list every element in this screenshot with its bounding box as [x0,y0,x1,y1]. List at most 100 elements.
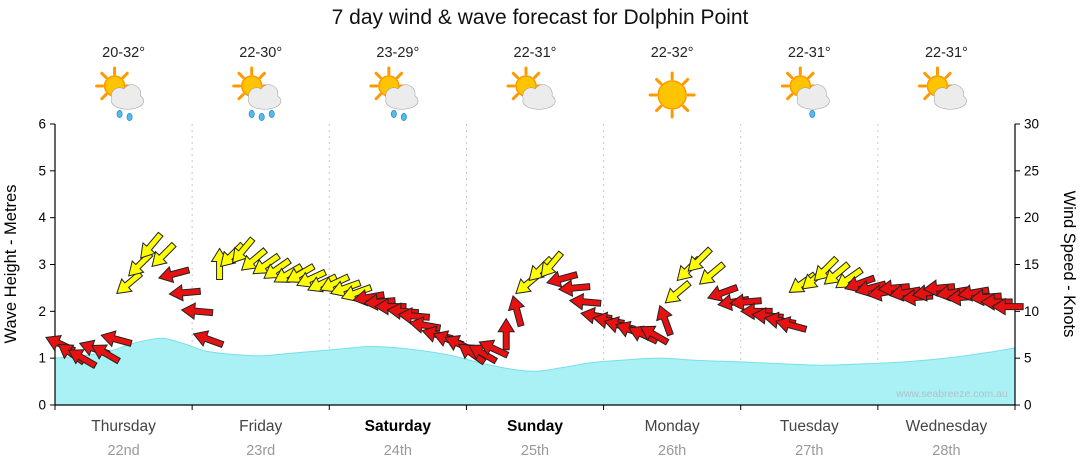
wind-arrow-shape [468,344,499,365]
wind-arrow-shape [557,279,591,297]
wind-arrow [706,284,739,302]
wind-arrow-shape [568,292,602,311]
wind-arrow [991,297,1024,316]
day-name: Monday [645,418,700,435]
day-temp: 20-32° [102,45,145,61]
wind-arrow-shape [100,330,133,348]
wind-arrow [854,279,887,298]
wind-arrow [957,284,990,302]
wind-arrow [157,265,191,284]
sun-ray [786,92,794,101]
wind-arrow-shape [844,274,876,293]
day-date: 26th [658,443,686,459]
wind-arrow-shape [729,293,762,312]
wind-arrow [273,263,304,283]
wind-arrow [844,274,876,293]
wind-arrow-shape [296,268,327,288]
sun-ray [100,71,108,80]
right-tick-label: 5 [1024,351,1032,366]
wind-arrow-shape [546,270,579,288]
raindrop [248,110,255,118]
wind-arrow-shape [252,252,281,275]
wind-arrow [540,250,565,278]
weather-icon-sun-cloud-rain-heavy [232,66,282,121]
raindrop [126,113,133,121]
wind-arrow [922,279,956,297]
wind-arrow-shape [231,236,256,264]
wave-height-area [54,337,1016,406]
sun-disc [657,80,687,110]
day-temp: 22-31° [788,45,831,61]
wind-arrow-shape [854,279,887,298]
wind-arrow-shape [751,306,784,325]
wind-arrow-shape [273,263,304,283]
wind-arrow [698,261,727,285]
wind-arrow [888,284,922,302]
raindrop [390,110,397,118]
cloud-shape [111,93,144,109]
watermark: www.seabreeze.com.au [895,388,1008,400]
raindrop [268,110,275,118]
day-date: 23rd [246,443,275,459]
day-date: 22nd [107,443,139,459]
wind-arrow [67,349,98,369]
sun-ray [655,104,663,113]
wind-arrow [285,263,316,283]
page-title: 7 day wind & wave forecast for Dolphin P… [331,6,749,29]
wind-arrow-shape [458,343,487,366]
day-name: Sunday [507,418,563,435]
day-date: 28th [932,443,960,459]
wind-arrow [546,270,579,288]
wind-arrow-shape [397,306,431,325]
wind-arrow-shape [180,302,214,320]
right-tick-label: 30 [1024,117,1039,132]
weather-icon-sun-cloud [917,66,967,110]
wind-arrow-shape [877,279,911,297]
sun-ray [923,92,931,101]
wind-arrow [263,257,292,279]
wind-arrow-shape [497,317,516,351]
wind-arrow [168,283,202,302]
wind-arrow-shape [698,261,727,285]
day-date: 24th [384,443,412,459]
wind-arrow [91,344,121,365]
left-tick-label: 5 [38,163,46,178]
wind-arrow-shape [478,339,510,359]
weather-icon-sun-cloud [506,66,556,110]
wind-arrow-shape [329,279,362,298]
wind-arrow [340,284,373,302]
wind-arrow-shape [168,283,202,302]
sun-ray [807,71,815,80]
right-tick-label: 20 [1024,210,1039,225]
wind-arrow-shape [151,241,177,268]
day-temp: 22-31° [514,45,557,61]
wind-arrow [151,241,177,268]
raindrop [116,110,123,118]
wind-arrow-shape [991,297,1024,316]
sun-ray [944,71,952,80]
sun-ray [681,104,690,113]
wind-arrow [813,255,840,282]
wind-arrow-shape [340,284,373,302]
sun-ray [511,92,520,101]
left-tick-label: 1 [38,351,46,366]
sun-ray [395,71,404,80]
raindrop [258,113,265,121]
wind-arrow [319,273,351,293]
weather-icon-sun [648,71,696,119]
wind-arrow-shape [507,294,526,328]
wind-arrow [751,306,784,325]
cloud-shape [934,93,967,109]
sun-ray [374,92,382,101]
day-name: Saturday [365,418,432,435]
weather-icon-sun-cloud-drop [780,66,830,118]
left-tick-label: 0 [38,398,46,413]
wind-arrow-shape [823,261,851,285]
wind-arrow [252,252,281,275]
wind-arrow [397,306,431,325]
wind-arrow-shape [140,231,164,259]
weather-icon-sun-cloud-rain [369,66,419,121]
sun-ray [121,71,129,80]
wind-arrow-shape [957,284,990,302]
